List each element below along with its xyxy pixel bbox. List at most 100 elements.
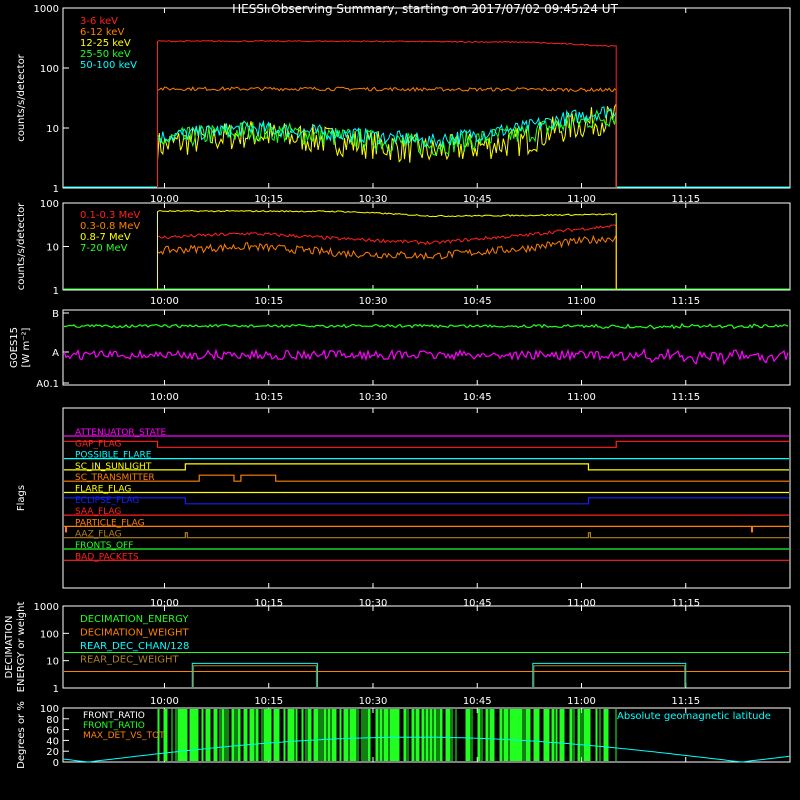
front-ratio-bar bbox=[331, 709, 334, 761]
front-ratio-bar bbox=[481, 709, 483, 761]
front-ratio-bar bbox=[377, 709, 379, 761]
front-ratio-bar bbox=[357, 709, 359, 761]
ratios-ytick-label: 40 bbox=[46, 736, 59, 747]
front-ratio-bar bbox=[545, 709, 548, 761]
flags-ylabel: Flags bbox=[16, 485, 27, 511]
front-ratio-bar bbox=[301, 709, 304, 761]
front-ratio-bar bbox=[393, 709, 396, 761]
front-ratio-bar bbox=[403, 709, 407, 761]
front-ratio-bar bbox=[405, 709, 407, 761]
front-ratio-bar bbox=[319, 709, 321, 761]
front-ratio-bar bbox=[585, 709, 589, 761]
front-ratio-bar bbox=[581, 709, 583, 761]
flag-label: GAP_FLAG bbox=[75, 439, 121, 449]
series-line-0.8-7 bbox=[156, 209, 617, 291]
counts-low-time-label: 10:30 bbox=[359, 194, 388, 205]
counts-low-time-label: 10:00 bbox=[150, 194, 179, 205]
front-ratio-bar bbox=[213, 709, 216, 761]
counts-low-time-label: 11:00 bbox=[567, 194, 596, 205]
counts-high-ytick-label: 100 bbox=[40, 199, 59, 210]
front-ratio-bar bbox=[569, 709, 573, 761]
front-ratio-bar bbox=[429, 709, 433, 761]
front-ratio-bar bbox=[365, 709, 367, 761]
counts-high-time-label: 10:15 bbox=[254, 296, 283, 307]
front-ratio-bar bbox=[207, 709, 211, 761]
front-ratio-bar bbox=[511, 709, 514, 761]
front-ratio-bar bbox=[553, 709, 555, 761]
front-ratio-bar bbox=[543, 709, 547, 761]
decimation-time-label: 11:00 bbox=[567, 696, 596, 707]
front-ratio-bar bbox=[317, 709, 319, 761]
front-ratio-bar bbox=[367, 709, 370, 761]
legend-entry: 25-50 keV bbox=[80, 49, 131, 60]
goes-ylabel-units: [W m⁻²] bbox=[21, 327, 32, 367]
front-ratio-bar bbox=[413, 709, 415, 761]
front-ratio-bar bbox=[251, 709, 254, 761]
counts-low-ytick-label: 100 bbox=[40, 64, 59, 75]
front-ratio-bar bbox=[221, 709, 224, 761]
front-ratio-bar bbox=[397, 709, 400, 761]
front-ratio-bar bbox=[423, 709, 425, 761]
front-ratio-bar bbox=[267, 709, 271, 761]
series-line-rear-dec-chan bbox=[532, 662, 687, 687]
counts-low-time-label: 10:15 bbox=[254, 194, 283, 205]
front-ratio-bar bbox=[415, 709, 418, 761]
front-ratio-bar bbox=[477, 709, 481, 761]
front-ratio-bar bbox=[505, 709, 509, 761]
front-ratio-bar bbox=[605, 709, 608, 761]
legend-entry: Absolute geomagnetic latitude bbox=[617, 711, 771, 722]
front-ratio-bar bbox=[537, 709, 540, 761]
front-ratio-bar bbox=[289, 709, 293, 761]
front-ratio-bar bbox=[559, 709, 563, 761]
series-line-0.3-0.8 bbox=[156, 234, 617, 291]
front-ratio-bar bbox=[363, 709, 365, 761]
front-ratio-bar bbox=[269, 709, 272, 761]
front-ratio-bar bbox=[387, 709, 389, 761]
legend-entry: 0.1-0.3 MeV bbox=[80, 210, 140, 221]
counts-low-ytick-label: 1 bbox=[53, 184, 59, 195]
front-ratio-bar bbox=[437, 709, 439, 761]
legend-entry: FRONT_RATIO bbox=[83, 721, 145, 731]
front-ratio-bar bbox=[383, 709, 387, 761]
front-ratio-bar bbox=[343, 709, 347, 761]
ratios-ytick-label: 60 bbox=[46, 726, 59, 737]
series-line-rear-dec-weight bbox=[192, 665, 317, 687]
front-ratio-bar bbox=[295, 709, 298, 761]
front-ratio-bar bbox=[239, 709, 241, 761]
front-ratio-bar bbox=[603, 709, 606, 761]
goes-high-line bbox=[63, 322, 789, 330]
front-ratio-bar bbox=[291, 709, 295, 761]
series-line-6-12 bbox=[156, 86, 617, 189]
front-ratio-bar bbox=[205, 709, 208, 761]
front-ratio-bar bbox=[583, 709, 587, 761]
front-ratio-bar bbox=[165, 709, 168, 761]
legend-entry: 50-100 keV bbox=[80, 60, 137, 71]
front-ratio-bar bbox=[395, 709, 399, 761]
legend-entry: REAR_DEC_CHAN/128 bbox=[80, 641, 189, 652]
goes-time-label: 11:00 bbox=[567, 392, 596, 403]
series-line-rear-dec-chan bbox=[191, 662, 318, 687]
front-ratio-bar bbox=[379, 709, 383, 761]
decimation-ylabel: DECIMATION bbox=[4, 615, 15, 678]
counts-low-ytick-label: 10 bbox=[46, 124, 59, 135]
front-ratio-bar bbox=[391, 709, 394, 761]
series-line-3-6 bbox=[156, 40, 617, 189]
front-ratio-bar bbox=[183, 709, 186, 761]
counts-low-frame bbox=[62, 7, 791, 189]
front-ratio-bar bbox=[233, 709, 235, 761]
decimation-ytick-label: 10 bbox=[46, 657, 59, 668]
front-ratio-bar bbox=[499, 709, 503, 761]
front-ratio-bar bbox=[283, 709, 286, 761]
goes-frame bbox=[62, 309, 791, 386]
flags-time-label: 10:00 bbox=[150, 598, 179, 609]
front-ratio-bar bbox=[485, 709, 489, 761]
flag-label: SC_TRANSMITTER bbox=[75, 473, 155, 483]
ratios-ytick-label: 100 bbox=[40, 704, 59, 715]
decimation-time-label: 10:15 bbox=[254, 696, 283, 707]
flag-line bbox=[64, 474, 789, 482]
front-ratio-bar bbox=[451, 709, 453, 761]
front-ratio-bar bbox=[307, 709, 311, 761]
front-ratio-bar bbox=[407, 709, 409, 761]
flags-time-label: 10:30 bbox=[359, 598, 388, 609]
counts-high-time-label: 10:00 bbox=[150, 296, 179, 307]
